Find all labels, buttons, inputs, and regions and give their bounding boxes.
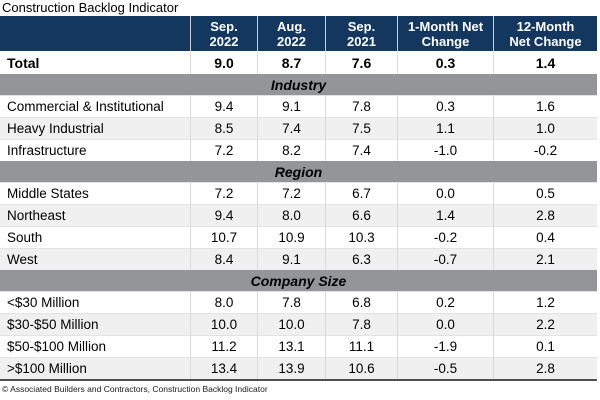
row-label: Northeast	[0, 204, 190, 226]
cell-value: 7.8	[257, 291, 325, 313]
cell-value: 1.6	[493, 95, 597, 117]
cell-value: 7.5	[325, 117, 397, 139]
cell-value: 7.2	[190, 139, 257, 161]
row-label: Total	[7, 54, 40, 71]
row-label: West	[0, 248, 190, 270]
cell-value: 0.0	[397, 313, 493, 335]
cell-value: 6.3	[325, 248, 397, 270]
backlog-table: Sep. 2022 Aug. 2022 Sep. 2021 1-Month Ne…	[0, 16, 597, 381]
cell-value: 2.8	[493, 357, 597, 379]
cell-value: 6.6	[325, 204, 397, 226]
cell-value: 0.2	[397, 291, 493, 313]
cell-value: 1.4	[397, 204, 493, 226]
cell-value: -0.5	[397, 357, 493, 379]
cell-value: 9.0	[190, 51, 257, 74]
table-header-row: Sep. 2022 Aug. 2022 Sep. 2021 1-Month Ne…	[0, 16, 597, 51]
cell-value: 1.0	[493, 117, 597, 139]
cell-value: 13.9	[257, 357, 325, 379]
table-row-commercial-institutional: Commercial & Institutional 9.4 9.1 7.8 0…	[0, 95, 597, 117]
row-label: Commercial & Institutional	[0, 95, 190, 117]
cell-value: 1.2	[493, 291, 597, 313]
cell-value: 10.0	[257, 313, 325, 335]
cell-value: 9.4	[190, 95, 257, 117]
cell-value: -1.9	[397, 335, 493, 357]
table-row-northeast: Northeast 9.4 8.0 6.6 1.4 2.8	[0, 204, 597, 226]
table-row-infrastructure: Infrastructure 7.2 8.2 7.4 -1.0 -0.2	[0, 139, 597, 161]
cell-value: 8.2	[257, 139, 325, 161]
table-row-30-50-million: $30-$50 Million 10.0 10.0 7.8 0.0 2.2	[0, 313, 597, 335]
cell-value: -1.0	[397, 139, 493, 161]
table-row-over-100-million: >$100 Million 13.4 13.9 10.6 -0.5 2.8	[0, 357, 597, 379]
cell-value: 11.2	[190, 335, 257, 357]
header-cell-12-month-net-change: 12-Month Net Change	[493, 16, 597, 51]
cell-value: 2.2	[493, 313, 597, 335]
header-cell-blank	[0, 16, 190, 51]
row-label: South	[0, 226, 190, 248]
cell-value: 2.1	[493, 248, 597, 270]
cell-value: 0.0	[397, 182, 493, 204]
row-label: $30-$50 Million	[0, 313, 190, 335]
cell-value: 7.4	[325, 139, 397, 161]
cell-value: 7.2	[257, 182, 325, 204]
cell-value: 11.1	[325, 335, 397, 357]
cell-value: 0.3	[397, 51, 493, 74]
cell-value: 10.0	[190, 313, 257, 335]
table-row-middle-states: Middle States 7.2 7.2 6.7 0.0 0.5	[0, 182, 597, 204]
row-label: Infrastructure	[0, 139, 190, 161]
header-cell-sep-2022: Sep. 2022	[190, 16, 257, 51]
cell-value: 6.8	[325, 291, 397, 313]
cell-value: 7.8	[325, 95, 397, 117]
cell-value: 0.5	[493, 182, 597, 204]
row-label: <$30 Million	[0, 291, 190, 313]
row-label: Heavy Industrial	[0, 117, 190, 139]
cell-value: -0.2	[493, 139, 597, 161]
cell-value: 0.3	[397, 95, 493, 117]
cell-value: 7.2	[190, 182, 257, 204]
cell-value: -0.2	[397, 226, 493, 248]
cell-value: 1.4	[493, 51, 597, 74]
copyright-source-line: © Associated Builders and Contractors, C…	[2, 384, 268, 394]
cell-value: 9.1	[257, 95, 325, 117]
table-row-under-30-million: <$30 Million 8.0 7.8 6.8 0.2 1.2	[0, 291, 597, 313]
cell-value: 10.9	[257, 226, 325, 248]
cell-value: 13.4	[190, 357, 257, 379]
cell-value: 8.0	[257, 204, 325, 226]
table-row-total: Total 9.0 8.7 7.6 0.3 1.4	[0, 51, 597, 74]
cell-value: 7.8	[325, 313, 397, 335]
header-cell-aug-2022: Aug. 2022	[257, 16, 325, 51]
cell-value: 7.4	[257, 117, 325, 139]
header-cell-1-month-net-change: 1-Month Net Change	[397, 16, 493, 51]
table-row-heavy-industrial: Heavy Industrial 8.5 7.4 7.5 1.1 1.0	[0, 117, 597, 139]
cell-value: 9.4	[190, 204, 257, 226]
row-label: >$100 Million	[0, 357, 190, 379]
header-cell-sep-2021: Sep. 2021	[325, 16, 397, 51]
table-row-50-100-million: $50-$100 Million 11.2 13.1 11.1 -1.9 0.1	[0, 335, 597, 357]
table-row-south: South 10.7 10.9 10.3 -0.2 0.4	[0, 226, 597, 248]
page-title: Construction Backlog Indicator	[2, 0, 179, 15]
cell-value: 13.1	[257, 335, 325, 357]
cell-value: 10.7	[190, 226, 257, 248]
cell-value: 8.5	[190, 117, 257, 139]
cell-value: 9.1	[257, 248, 325, 270]
row-label: Middle States	[0, 182, 190, 204]
table-row-west: West 8.4 9.1 6.3 -0.7 2.1	[0, 248, 597, 270]
cell-value: 1.1	[397, 117, 493, 139]
row-label: $50-$100 Million	[0, 335, 190, 357]
cell-value: 0.1	[493, 335, 597, 357]
cell-value: 8.0	[190, 291, 257, 313]
section-band-industry: Industry	[0, 74, 597, 95]
cell-value: 8.7	[257, 51, 325, 74]
cell-value: 7.6	[325, 51, 397, 74]
section-band-region: Region	[0, 161, 597, 182]
cell-value: 10.3	[325, 226, 397, 248]
cell-value: 8.4	[190, 248, 257, 270]
cell-value: 10.6	[325, 357, 397, 379]
cell-value: 2.8	[493, 204, 597, 226]
cell-value: 6.7	[325, 182, 397, 204]
cell-value: -0.7	[397, 248, 493, 270]
section-band-company-size: Company Size	[0, 270, 597, 291]
cell-value: 0.4	[493, 226, 597, 248]
